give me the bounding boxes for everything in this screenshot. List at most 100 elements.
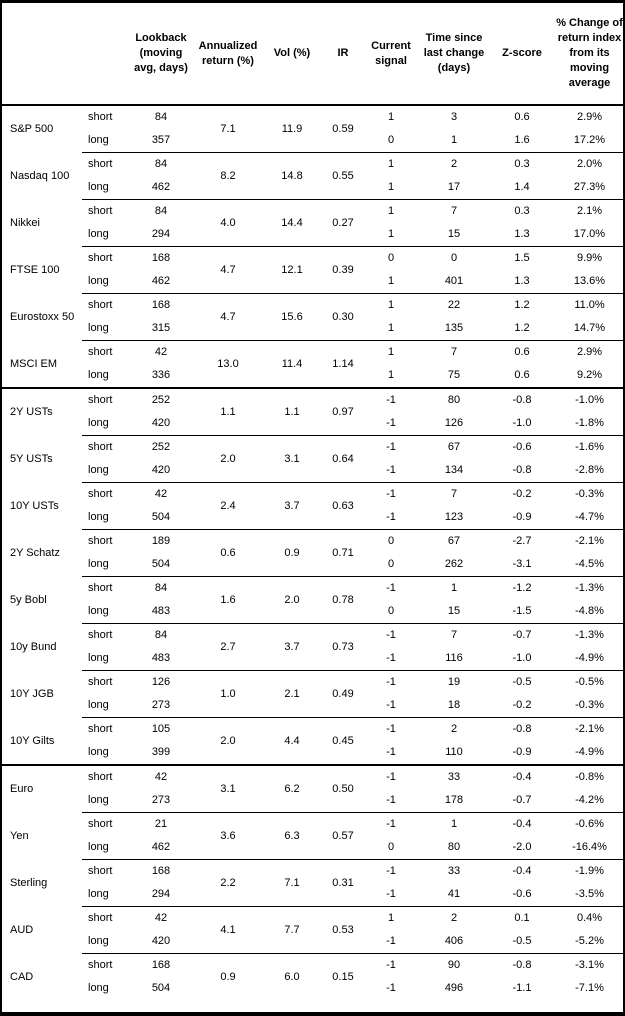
table-row: long 273 -1 178 -0.7 -4.2% (2, 789, 623, 813)
position-cell: short (82, 859, 130, 883)
annualized-return-cell: 1.0 (192, 670, 264, 718)
time-cell: 75 (447, 369, 461, 382)
z-score-cell: 1.2 (492, 293, 552, 317)
position-cell: short (82, 953, 130, 977)
lookback-cell: 504 (151, 558, 171, 571)
table-row: long 462 0 80 -2.0 -16.4% (2, 836, 623, 860)
pct-change-cell: 14.7% (573, 322, 606, 335)
z-score-cell: -0.8 (492, 387, 552, 412)
pct-change-cell: -0.5% (552, 670, 623, 694)
position-cell: long (88, 511, 109, 524)
position-cell: long (88, 841, 109, 854)
asset-name-cell: 5y Bobl (10, 593, 47, 606)
table-row: 2Y Schatz short 189 0.6 0.9 0.71 0 67 -2.7 -2.1% (2, 529, 623, 577)
asset-name-cell: Yen (10, 829, 29, 842)
time-cell: 262 (444, 558, 464, 571)
z-score-cell: -1.0 (512, 417, 532, 430)
signal-cell: -1 (386, 464, 396, 477)
time-cell: 2 (416, 152, 492, 176)
position-cell: short (82, 340, 130, 364)
asset-name-cell: Nikkei (10, 216, 40, 229)
vol-cell: 6.3 (264, 812, 320, 860)
col-header-annualized-return: Annualized return (%) (192, 3, 264, 106)
annualized-return-cell: 4.7 (192, 293, 264, 341)
table-row: long 294 1 15 1.3 17.0% (2, 223, 623, 247)
signal-cell: 1 (387, 369, 395, 382)
z-score-cell: -0.5 (492, 670, 552, 694)
signal-cell: 1 (366, 906, 416, 930)
table-row: 10y Bund short 84 2.7 3.7 0.73 -1 7 -0.7 -1.3% (2, 623, 623, 671)
annualized-return-cell: 0.9 (192, 953, 264, 1000)
position-cell: short (82, 764, 130, 789)
position-cell: long (88, 228, 109, 241)
ir-cell: 0.49 (320, 670, 366, 718)
signal-cell: 1 (366, 152, 416, 176)
ir-cell: 0.31 (320, 859, 366, 907)
pct-change-cell: -4.9% (575, 652, 604, 665)
z-score-cell: 0.6 (514, 369, 530, 382)
col-header-ir: IR (320, 3, 366, 106)
time-cell: 67 (416, 529, 492, 553)
time-cell: 406 (444, 935, 464, 948)
vol-cell: 1.1 (264, 387, 320, 436)
z-score-cell: -0.6 (512, 888, 532, 901)
signal-cell: -1 (386, 746, 396, 759)
table-row: CAD short 168 0.9 6.0 0.15 -1 90 -0.8 -3.1% (2, 953, 623, 1000)
signal-cell: -1 (366, 953, 416, 977)
lookback-cell: 42 (130, 906, 192, 930)
pct-change-cell: -0.8% (552, 764, 623, 789)
asset-name-cell: Sterling (10, 876, 48, 889)
vol-cell: 3.7 (264, 482, 320, 530)
annualized-return-cell: 3.6 (192, 812, 264, 860)
col-header-vol: Vol (%) (264, 3, 320, 106)
lookback-cell: 504 (151, 511, 171, 524)
z-score-cell: -2.0 (512, 841, 532, 854)
annualized-return-cell: 1.1 (192, 387, 264, 436)
time-cell: 80 (416, 387, 492, 412)
pct-change-cell: -3.5% (575, 888, 604, 901)
z-score-cell: 0.1 (492, 906, 552, 930)
ir-cell: 0.30 (320, 293, 366, 341)
lookback-cell: 336 (151, 369, 171, 382)
position-cell: short (82, 576, 130, 600)
signal-cell: -1 (366, 764, 416, 789)
vol-cell: 11.4 (264, 340, 320, 388)
z-score-cell: -1.0 (512, 652, 532, 665)
signal-cell: -1 (366, 387, 416, 412)
signal-cell: -1 (386, 417, 396, 430)
signal-cell: -1 (366, 623, 416, 647)
lookback-cell: 483 (151, 652, 171, 665)
table-row: long 483 0 15 -1.5 -4.8% (2, 600, 623, 624)
pct-change-cell: 9.9% (552, 246, 623, 270)
pct-change-cell: 2.9% (552, 340, 623, 364)
asset-name-cell: 10Y USTs (10, 499, 59, 512)
pct-change-cell: -0.6% (552, 812, 623, 836)
lookback-cell: 21 (130, 812, 192, 836)
ir-cell: 0.27 (320, 199, 366, 247)
position-cell: short (82, 812, 130, 836)
signal-cell: 1 (387, 111, 395, 124)
pct-change-cell: -0.3% (552, 482, 623, 506)
position-cell: short (82, 906, 130, 930)
vol-cell: 7.7 (264, 906, 320, 954)
signal-cell: 0 (387, 134, 395, 147)
col-header-position (82, 3, 130, 106)
time-cell: 18 (447, 699, 461, 712)
table-row: long 273 -1 18 -0.2 -0.3% (2, 694, 623, 718)
annualized-return-cell: 7.1 (220, 122, 236, 135)
time-cell: 33 (416, 859, 492, 883)
pct-change-cell: 27.3% (573, 181, 606, 194)
ir-cell: 0.50 (320, 764, 366, 813)
position-cell: long (88, 982, 109, 995)
position-cell: long (88, 652, 109, 665)
table-row: MSCI EM short 42 13.0 11.4 1.14 1 7 0.6 2.9% (2, 340, 623, 388)
time-cell: 110 (445, 746, 463, 759)
position-cell: long (88, 369, 109, 382)
position-cell: long (88, 322, 109, 335)
pct-change-cell: -1.6% (552, 435, 623, 459)
table-row: Euro short 42 3.1 6.2 0.50 -1 33 -0.4 -0.8% (2, 764, 623, 813)
signal-cell: -1 (366, 482, 416, 506)
position-cell: short (88, 111, 113, 124)
time-cell: 1 (416, 812, 492, 836)
